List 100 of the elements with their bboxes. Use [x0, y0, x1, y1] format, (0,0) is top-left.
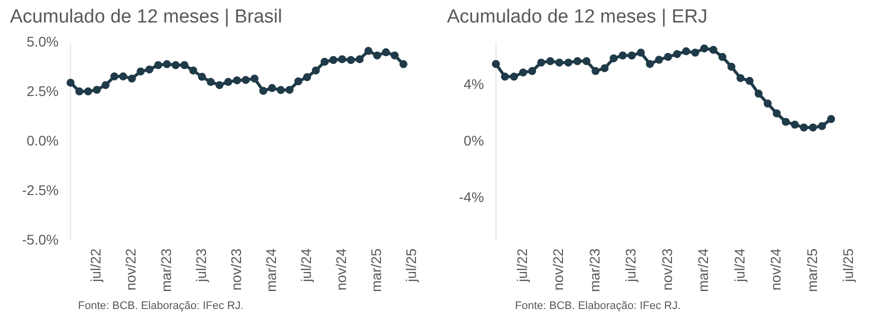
point [390, 51, 399, 60]
point [564, 58, 572, 67]
point [691, 48, 700, 57]
point [537, 58, 546, 67]
point [382, 48, 390, 56]
chart-title: Acumulado de 12 meses | ERJ [447, 6, 708, 28]
point [555, 58, 564, 67]
point [75, 87, 84, 96]
point [224, 78, 232, 86]
point [772, 109, 781, 118]
x-tick-label: jul/23 [192, 248, 209, 283]
y-tick-label: 5.0% [26, 34, 59, 50]
point [746, 76, 754, 85]
point [808, 124, 817, 132]
x-tick-label: nov/24 [332, 248, 349, 290]
point [162, 60, 171, 68]
point [764, 100, 772, 108]
point [664, 52, 672, 61]
point [546, 57, 554, 66]
point [189, 66, 198, 74]
point [618, 52, 627, 60]
x-tick-label: jul/25 [403, 248, 420, 283]
point [92, 86, 101, 94]
x-tick-label: jul/23 [622, 248, 639, 283]
point [66, 78, 75, 87]
point [600, 64, 609, 72]
chart-title: Acumulado de 12 meses | Brasil [10, 6, 282, 28]
point [320, 58, 329, 66]
point [736, 74, 744, 82]
point [102, 81, 110, 90]
point [528, 67, 536, 76]
source-note: Fonte: BCB. Elaboração: IFec RJ. [78, 300, 245, 312]
point [709, 46, 718, 54]
point [646, 60, 654, 68]
point [172, 61, 180, 70]
x-tick-label: nov/22 [550, 248, 566, 290]
point [754, 90, 763, 98]
point [198, 72, 206, 81]
y-tick-label: 0% [464, 132, 484, 148]
point [286, 86, 294, 94]
y-tick-label: 4% [464, 76, 484, 92]
x-tick-label: nov/24 [768, 248, 784, 290]
point [110, 72, 118, 80]
point [628, 52, 636, 60]
x-tick-label: mar/24 [695, 248, 712, 292]
x-tick-label: mar/25 [804, 248, 820, 292]
point [573, 57, 582, 66]
x-tick-label: jul/25 [840, 248, 856, 283]
point [373, 51, 382, 60]
y-tick-label: -2.5% [22, 182, 59, 198]
point [215, 81, 224, 90]
point [827, 115, 836, 124]
x-tick-label: jul/24 [298, 248, 314, 283]
point [338, 55, 346, 64]
x-tick-label: mar/23 [586, 248, 602, 292]
x-tick-label: mar/24 [262, 248, 279, 292]
x-tick-label: nov/23 [658, 248, 675, 290]
point [128, 74, 136, 83]
point [303, 73, 312, 82]
point [636, 48, 645, 57]
point [136, 67, 145, 76]
point [294, 77, 302, 86]
point [276, 86, 285, 94]
point [519, 68, 528, 76]
point [673, 50, 682, 58]
point [233, 76, 242, 84]
x-tick-label: nov/23 [228, 248, 244, 290]
point [782, 118, 790, 126]
point [500, 72, 509, 81]
point [180, 61, 188, 70]
point [399, 60, 408, 68]
point [682, 47, 690, 56]
point [582, 57, 590, 66]
x-tick-label: jul/24 [731, 248, 748, 283]
y-tick-label: 2.5% [26, 83, 59, 100]
source-note: Fonte: BCB. Elaboração: IFec RJ. [515, 300, 682, 312]
point [364, 46, 372, 55]
y-tick-label: -5.0% [22, 231, 59, 248]
x-tick-label: jul/22 [514, 248, 530, 283]
point [610, 54, 618, 62]
point [312, 66, 320, 74]
x-tick-label: mar/23 [158, 248, 174, 292]
point [790, 120, 799, 129]
point [329, 56, 338, 64]
y-tick-label: -4% [458, 188, 484, 205]
point [718, 52, 726, 61]
point [818, 122, 826, 130]
point [119, 72, 128, 80]
point [242, 76, 250, 84]
point [145, 65, 154, 74]
x-tick-label: mar/25 [368, 248, 384, 292]
point [727, 62, 736, 71]
point [268, 84, 276, 92]
point [356, 55, 364, 64]
point [592, 67, 600, 76]
point [492, 60, 500, 68]
point [654, 56, 663, 64]
point [510, 72, 518, 81]
point [259, 86, 268, 95]
point [206, 78, 215, 86]
